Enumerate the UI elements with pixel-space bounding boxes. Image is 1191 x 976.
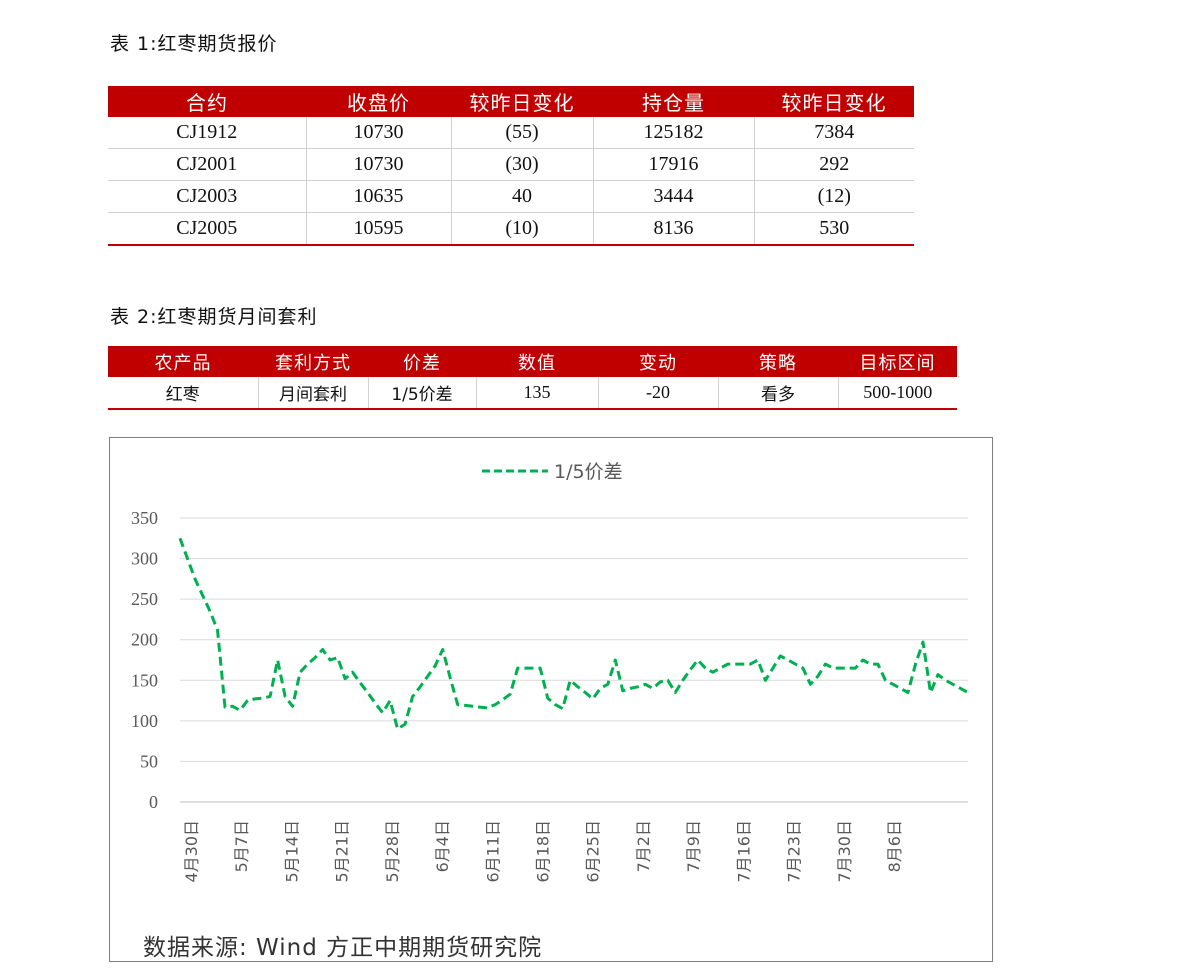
- cell-arb-method: 月间套利: [257, 377, 368, 410]
- cell-spread: 1/5价差: [367, 377, 476, 410]
- cell-price-change: (55): [450, 117, 593, 149]
- cell-close-price: 10730: [305, 148, 451, 181]
- cell-open-interest: 8136: [592, 212, 754, 246]
- futures-quote-table: 合约 收盘价 较昨日变化 持仓量 较昨日变化 CJ1912 10730 (55)…: [108, 86, 914, 246]
- x-tick-label: 7月30日: [835, 820, 854, 883]
- x-tick-label: 5月7日: [232, 820, 251, 872]
- x-tick-label: 6月25日: [584, 820, 603, 883]
- y-tick-label: 50: [140, 751, 158, 771]
- legend-label: 1/5价差: [554, 461, 623, 483]
- cell-open-interest: 17916: [592, 148, 754, 181]
- cell-oi-change: 292: [753, 148, 914, 181]
- table2-caption: 表 2:红枣期货月间套利: [110, 306, 318, 328]
- table-header-row: 农产品 套利方式 价差 数值 变动 策略 目标区间: [108, 346, 957, 377]
- cell-price-change: (10): [450, 212, 593, 246]
- header-spread: 价差: [368, 346, 476, 377]
- cell-strategy: 看多: [717, 377, 838, 410]
- header-change: 变动: [598, 346, 718, 377]
- x-tick-label: 5月28日: [383, 820, 402, 883]
- cell-price-change: 40: [450, 180, 593, 213]
- table1-caption: 表 1:红枣期货报价: [110, 33, 278, 55]
- cell-contract: CJ1912: [108, 117, 306, 149]
- x-tick-label: 7月9日: [684, 820, 703, 872]
- cell-price-change: (30): [450, 148, 593, 181]
- x-tick-label: 7月23日: [785, 820, 804, 883]
- cell-oi-change: (12): [753, 180, 914, 213]
- x-tick-label: 6月11日: [483, 820, 502, 883]
- data-source: 数据来源: Wind 方正中期期货研究院: [143, 935, 543, 961]
- chart-canvas: 0 50 100 150 200 250 300 350 4月30日 5月7日 5月14日 5月21日…: [131, 461, 969, 883]
- y-tick-label: 300: [131, 549, 158, 569]
- cell-close-price: 10635: [305, 180, 451, 213]
- table-row: CJ2005 10595 (10) 8136 530: [108, 212, 914, 246]
- x-tick-label: 7月2日: [634, 820, 653, 872]
- cell-close-price: 10595: [305, 212, 451, 246]
- cell-open-interest: 3444: [592, 180, 754, 213]
- cell-close-price: 10730: [305, 117, 451, 149]
- header-arb-method: 套利方式: [258, 346, 368, 377]
- table-row: CJ2001 10730 (30) 17916 292: [108, 148, 914, 181]
- y-tick-label: 350: [131, 508, 158, 528]
- table-row: CJ2003 10635 40 3444 (12): [108, 180, 914, 213]
- header-price-change: 较昨日变化: [451, 86, 593, 117]
- header-oi-change: 较昨日变化: [754, 86, 914, 117]
- table-row: CJ1912 10730 (55) 125182 7384: [108, 117, 914, 149]
- header-open-interest: 持仓量: [593, 86, 754, 117]
- x-tick-label: 4月30日: [182, 820, 201, 883]
- x-tick-label: 5月21日: [333, 820, 352, 883]
- x-tick-label: 5月14日: [282, 820, 301, 883]
- cell-oi-change: 7384: [753, 117, 914, 149]
- table-row: 红枣 月间套利 1/5价差 135 -20 看多 500-1000: [108, 377, 957, 410]
- cell-change: -20: [597, 377, 718, 410]
- cell-open-interest: 125182: [592, 117, 754, 149]
- cell-contract: CJ2003: [108, 180, 306, 213]
- header-value: 数值: [476, 346, 598, 377]
- y-tick-label: 0: [149, 792, 158, 812]
- y-tick-label: 100: [131, 711, 158, 731]
- header-close-price: 收盘价: [306, 86, 451, 117]
- cell-contract: CJ2005: [108, 212, 306, 246]
- cell-oi-change: 530: [753, 212, 914, 246]
- header-contract: 合约: [108, 86, 306, 117]
- series-line-1-5-spread: [178, 537, 969, 731]
- x-tick-label: 7月16日: [734, 820, 753, 883]
- x-tick-label: 6月18日: [534, 820, 553, 883]
- header-strategy: 策略: [718, 346, 838, 377]
- header-target-range: 目标区间: [838, 346, 957, 377]
- y-tick-label: 250: [131, 589, 158, 609]
- cell-product: 红枣: [108, 377, 258, 410]
- y-tick-label: 150: [131, 670, 158, 690]
- cell-contract: CJ2001: [108, 148, 306, 181]
- table-header-row: 合约 收盘价 较昨日变化 持仓量 较昨日变化: [108, 86, 914, 117]
- spread-chart: 0 50 100 150 200 250 300 350 4月30日 5月7日 5月14日 5月21日…: [109, 437, 993, 962]
- y-tick-label: 200: [131, 630, 158, 650]
- x-tick-label: 6月4日: [433, 820, 452, 872]
- arbitrage-table: 农产品 套利方式 价差 数值 变动 策略 目标区间 红枣 月间套利 1/5价差 …: [108, 346, 957, 410]
- cell-value: 135: [475, 377, 598, 410]
- header-product: 农产品: [108, 346, 258, 377]
- x-tick-label: 8月6日: [885, 820, 904, 872]
- cell-target-range: 500-1000: [837, 377, 957, 410]
